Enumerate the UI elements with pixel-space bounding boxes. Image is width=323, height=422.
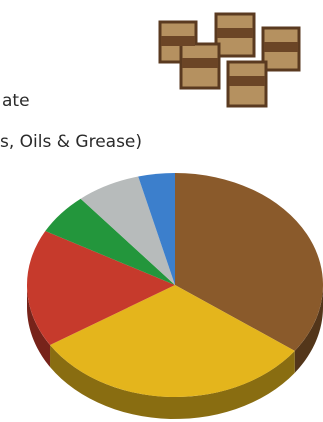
pie-slice [80, 176, 175, 285]
pie-slice [45, 198, 175, 285]
pie-slice [175, 173, 323, 351]
pie-slice [27, 231, 175, 346]
slice-side [50, 345, 295, 419]
text-line: ate [2, 91, 30, 111]
boxes-icon [158, 12, 301, 108]
slice-side [294, 285, 323, 373]
pie-slice [50, 285, 295, 398]
text-line: s, Oils & Grease) [0, 132, 142, 152]
pie [27, 173, 323, 419]
slice-side [27, 285, 51, 368]
pie-slice [138, 173, 175, 285]
